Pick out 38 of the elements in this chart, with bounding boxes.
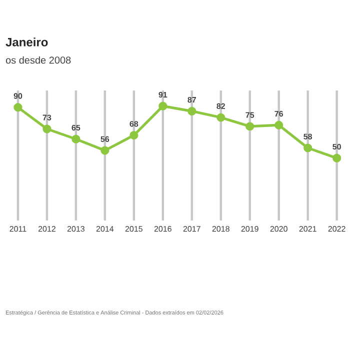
data-label: 58 [304, 134, 312, 140]
point [100, 146, 110, 155]
point [216, 113, 226, 122]
x-tick-label: 2019 [241, 226, 258, 232]
x-tick-label: 2015 [125, 226, 142, 232]
data-label: 68 [130, 121, 138, 127]
x-tick-label: 2017 [183, 226, 200, 232]
point [72, 134, 80, 144]
chart-subtitle: os desde 2008 [6, 56, 71, 64]
data-label: 75 [246, 112, 254, 118]
data-label: 56 [100, 136, 110, 142]
x-tick-label: 2020 [270, 226, 288, 232]
data-label: 90 [14, 93, 22, 99]
x-tick-label: 2018 [212, 226, 230, 232]
chart-title: Janeiro [6, 38, 48, 46]
data-label: 87 [188, 96, 196, 103]
x-tick-label: 2012 [38, 226, 56, 232]
x-tick-label: 2011 [10, 226, 26, 232]
point [274, 120, 284, 130]
point [158, 102, 168, 110]
point [14, 103, 22, 112]
point [130, 130, 138, 140]
data-label: 91 [158, 92, 168, 98]
x-tick-label: 2014 [96, 226, 114, 232]
x-tick-label: 2021 [299, 226, 316, 232]
point [42, 124, 52, 134]
x-tick-label: 2022 [328, 226, 346, 232]
data-label: 82 [216, 103, 225, 109]
data-label: 76 [274, 110, 283, 117]
point [246, 122, 254, 131]
data-label: 73 [42, 114, 52, 120]
x-tick-label: 2016 [154, 226, 172, 232]
data-label: 65 [72, 124, 80, 131]
point [332, 154, 342, 162]
point [304, 144, 312, 152]
point [188, 106, 196, 116]
data-label: 50 [332, 144, 341, 150]
x-tick-label: 2013 [67, 226, 84, 232]
